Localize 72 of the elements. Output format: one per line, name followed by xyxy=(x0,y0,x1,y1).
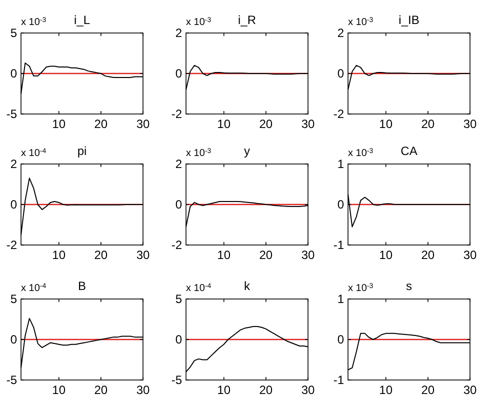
chart-title: CA xyxy=(400,144,418,158)
x-tick-label: 20 xyxy=(421,383,435,397)
text: x 10$^{-3}$ xyxy=(348,282,374,294)
y-tick-label: -2 xyxy=(333,107,344,122)
x-tick-label: 20 xyxy=(259,248,273,262)
x-tick-label: 30 xyxy=(463,383,477,397)
x-tick-label: 10 xyxy=(217,383,231,397)
y-tick-label: -2 xyxy=(171,238,182,252)
x-tick-label: 10 xyxy=(52,117,66,131)
y-tick-label: -5 xyxy=(6,373,18,388)
y-tick-label: 2 xyxy=(10,157,18,172)
text: x 10$^{-3}$ xyxy=(348,148,374,159)
y-tick-label: 0 xyxy=(10,198,18,212)
x-tick-label: 10 xyxy=(379,248,393,262)
chart-title: i_L xyxy=(74,13,90,27)
text: x 10$^{-4}$ xyxy=(21,148,46,159)
x-tick-label: 20 xyxy=(421,117,435,131)
chart-title: y xyxy=(244,144,250,158)
text: x 10$^{-3}$ xyxy=(348,16,374,28)
x-tick-label: 20 xyxy=(259,383,273,397)
y-tick-label: 2 xyxy=(175,157,182,172)
chart-title: B xyxy=(78,279,86,293)
x-tick-label: 10 xyxy=(52,248,66,262)
y-tick-label: 1 xyxy=(337,157,344,172)
x-tick-label: 30 xyxy=(463,248,477,262)
x-tick-label: 30 xyxy=(463,117,477,131)
y-tick-label: 5 xyxy=(175,292,182,306)
x-tick-label: 20 xyxy=(259,117,273,131)
x-tick-label: 20 xyxy=(94,117,108,131)
y-tick-label: -5 xyxy=(171,373,182,388)
text: x 10$^{-3}$ xyxy=(186,16,212,28)
y-tick-label: 2 xyxy=(337,26,344,40)
text: x 10$^{-3}$ xyxy=(186,148,212,159)
y-tick-label: -5 xyxy=(6,107,18,122)
y-tick-label: 1 xyxy=(337,292,344,306)
y-tick-label: 0 xyxy=(175,198,182,212)
x-tick-label: 30 xyxy=(136,383,150,397)
x-tick-label: 10 xyxy=(217,248,231,262)
y-tick-label: -1 xyxy=(333,238,344,252)
x-tick-label: 30 xyxy=(301,383,315,397)
x-tick-label: 10 xyxy=(52,383,66,397)
x-tick-label: 20 xyxy=(94,383,108,397)
y-tick-label: 2 xyxy=(175,26,182,40)
chart-title: s xyxy=(406,279,412,293)
x-tick-label: 20 xyxy=(421,248,435,262)
chart-title: k xyxy=(244,279,251,293)
chart-title: pi xyxy=(77,144,87,158)
y-tick-label: -1 xyxy=(333,373,344,388)
text: x 10$^{-4}$ xyxy=(21,282,46,294)
y-tick-label: 0 xyxy=(10,66,18,81)
y-tick-label: 0 xyxy=(337,198,344,212)
y-tick-label: -2 xyxy=(171,107,182,122)
text: x 10$^{-3}$ xyxy=(21,16,46,28)
y-tick-label: 0 xyxy=(10,332,18,347)
x-tick-label: 10 xyxy=(217,117,231,131)
y-tick-label: 0 xyxy=(337,332,344,347)
y-tick-label: 5 xyxy=(10,26,18,40)
y-tick-label: -2 xyxy=(6,238,18,252)
y-tick-label: 0 xyxy=(337,66,344,81)
y-tick-label: 0 xyxy=(175,332,182,347)
chart-title: i_IB xyxy=(398,13,420,27)
x-tick-label: 30 xyxy=(301,248,315,262)
y-tick-label: 0 xyxy=(175,66,182,81)
x-tick-label: 10 xyxy=(379,383,393,397)
x-tick-label: 20 xyxy=(94,248,108,262)
text: x 10$^{-4}$ xyxy=(186,282,212,294)
x-tick-label: 10 xyxy=(379,117,393,131)
y-tick-label: 5 xyxy=(10,292,18,306)
x-tick-label: 30 xyxy=(301,117,315,131)
x-tick-label: 30 xyxy=(136,117,150,131)
chart-title: i_R xyxy=(238,13,256,27)
x-tick-label: 30 xyxy=(136,248,150,262)
